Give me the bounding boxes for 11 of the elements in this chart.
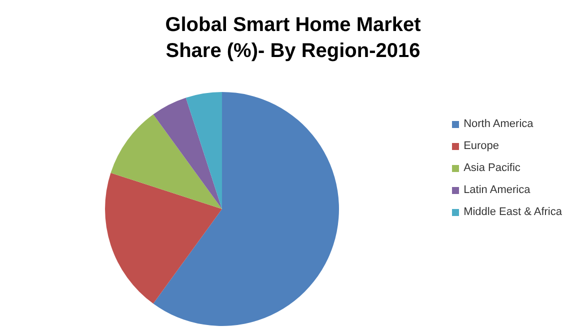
pie-slice — [186, 92, 222, 209]
legend-label: Latin America — [464, 184, 530, 196]
pie-slice — [153, 98, 222, 209]
legend-label: Middle East & Africa — [464, 206, 562, 218]
legend-label: Asia Pacific — [464, 162, 520, 174]
pie-slice — [110, 114, 222, 209]
chart-title: Global Smart Home Market Share (%)- By Region-2016 — [164, 13, 422, 64]
legend-label: Europe — [464, 140, 500, 152]
legend-label: North America — [464, 118, 534, 130]
pie-slice — [153, 92, 339, 326]
pie-slice — [105, 172, 222, 304]
